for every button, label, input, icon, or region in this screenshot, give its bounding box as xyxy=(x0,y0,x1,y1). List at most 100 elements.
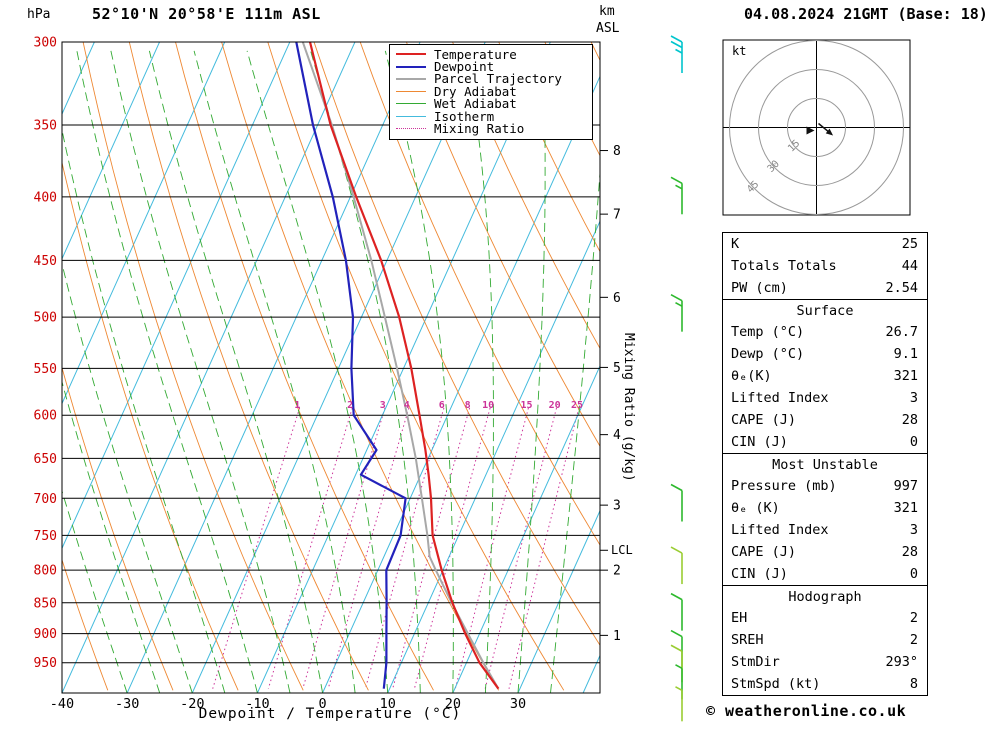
pressure-tick-label: 500 xyxy=(34,311,57,326)
legend-line-sample xyxy=(396,53,426,56)
mixing-ratio-axis-label: Mixing Ratio (g/kg) xyxy=(621,333,636,482)
table-row: Temp (°C) 26.7 xyxy=(723,321,927,343)
wet-adiabat-line xyxy=(62,261,193,693)
wet-adiabat-line xyxy=(62,489,128,693)
temp-tick-label: -40 xyxy=(50,696,74,712)
dry-adiabat-line xyxy=(405,42,600,448)
legend-item: Dry Adiabat xyxy=(396,83,586,99)
mixing-ratio-label: 8 xyxy=(465,400,471,411)
stat-value: 28 xyxy=(901,411,918,428)
wind-barb xyxy=(670,592,683,631)
mixing-ratio-label: 10 xyxy=(482,400,494,411)
legend-item: Parcel Trajectory xyxy=(396,71,586,86)
pressure-tick-label: 450 xyxy=(34,254,57,269)
stat-label: Temp (°C) xyxy=(731,323,805,340)
storm-motion-marker xyxy=(806,126,815,135)
wind-barb xyxy=(670,293,683,332)
wind-barb xyxy=(670,176,683,215)
stat-label: Lifted Index xyxy=(731,389,829,406)
mixing-ratio-label: 6 xyxy=(439,400,445,411)
dry-adiabat-line xyxy=(128,42,369,691)
stat-label: Pressure (mb) xyxy=(731,477,837,494)
legend-item: Mixing Ratio xyxy=(396,121,586,136)
stat-value: 321 xyxy=(893,499,918,516)
isotherm-line xyxy=(387,220,600,693)
table-row: Lifted Index 3 xyxy=(723,519,927,541)
isotherm-line xyxy=(62,42,160,260)
table-section-header: Hodograph xyxy=(788,589,862,605)
table-row: θₑ(K) 321 xyxy=(723,365,927,387)
legend-label: Temperature xyxy=(434,46,517,62)
wind-barb xyxy=(670,644,683,683)
pressure-tick-label: 550 xyxy=(34,362,57,377)
temp-tick-label: 10 xyxy=(380,696,396,712)
table-row: StmDir 293° xyxy=(723,651,927,673)
legend-line-sample xyxy=(396,77,426,80)
mixing-ratio-line xyxy=(508,407,580,689)
table-section-header: Surface xyxy=(796,303,854,319)
table-row: StmSpd (kt) 8 xyxy=(723,673,927,695)
stat-value: 2 xyxy=(909,609,918,626)
stat-label: θₑ (K) xyxy=(731,499,780,516)
isotherm-line xyxy=(62,42,291,550)
stats-table-section: Hodograph EH 2 SREH 2 StmDir 293° StmSpd (kt) 8 xyxy=(722,585,928,696)
stat-value: 321 xyxy=(893,367,918,384)
legend-label: Wet Adiabat xyxy=(434,96,517,112)
stats-table-section: Most Unstable Pressure (mb) 997 θₑ (K) 321 Li… xyxy=(722,453,928,586)
legend-item: Dewpoint xyxy=(396,59,586,75)
stats-table-section: Surface Temp (°C) 26.7 Dewp (°C) 9.1 θₑ(K) 321… xyxy=(722,299,928,454)
wind-barb xyxy=(675,664,683,700)
table-row: Dewp (°C) 9.1 xyxy=(723,343,927,365)
pressure-tick-label: 850 xyxy=(34,596,57,611)
skewt-field xyxy=(62,42,600,693)
dry-adiabat-line xyxy=(498,42,600,253)
wet-adiabat-line xyxy=(246,50,389,693)
temp-tick-label: -10 xyxy=(245,696,269,712)
wet-adiabat-line xyxy=(110,50,291,693)
legend-line-sample xyxy=(396,103,426,105)
isotherm-line xyxy=(62,42,356,693)
stat-value: 2 xyxy=(909,631,918,648)
mixing-ratio-label: 25 xyxy=(571,400,583,411)
temp-tick-label: 20 xyxy=(445,696,461,712)
legend-label: Dry Adiabat xyxy=(434,83,517,99)
stat-label: StmDir xyxy=(731,653,780,670)
mixing-ratio-label: 20 xyxy=(549,400,561,411)
mixing-ratio-label: 1 xyxy=(294,400,300,411)
legend-label: Dewpoint xyxy=(434,59,495,75)
legend-line-sample xyxy=(396,90,426,92)
stat-value: 25 xyxy=(901,235,918,252)
wet-adiabat-line xyxy=(62,128,226,693)
pressure-tick-label: 300 xyxy=(34,36,57,51)
mixing-ratio-label: 3 xyxy=(380,400,386,411)
stat-value: 9.1 xyxy=(893,345,918,362)
wind-barb xyxy=(670,35,683,73)
mixing-ratio-label: 15 xyxy=(520,400,532,411)
table-row: EH 2 xyxy=(723,607,927,629)
legend-line-sample xyxy=(396,65,426,68)
temperature-axis-label: Dewpoint / Temperature (°C) xyxy=(198,706,462,722)
stat-value: 28 xyxy=(901,543,918,560)
temp-tick-label: -20 xyxy=(180,696,204,712)
mixing-ratio-line xyxy=(392,407,471,689)
km-axis-label: km xyxy=(599,4,615,19)
stat-value: 0 xyxy=(909,565,918,582)
legend-line-sample xyxy=(396,128,426,130)
dry-adiabat-line xyxy=(62,558,109,691)
dry-adiabat-line xyxy=(62,160,239,691)
stat-label: Totals Totals xyxy=(731,257,837,274)
mixing-ratio-line xyxy=(364,407,445,689)
hodograph-unit-label: kt xyxy=(732,44,746,58)
mixing-ratio-line xyxy=(212,407,301,689)
pressure-tick-label: 700 xyxy=(34,492,57,507)
stat-value: 3 xyxy=(909,521,918,538)
wet-adiabat-line xyxy=(384,50,454,693)
copyright: © weatheronline.co.uk xyxy=(706,702,907,720)
stat-label: θₑ(K) xyxy=(731,367,772,384)
wet-adiabat-line xyxy=(465,50,494,693)
isotherm-line xyxy=(191,42,486,693)
pressure-tick-label: 750 xyxy=(34,529,57,544)
pressure-tick-label: 650 xyxy=(34,452,57,467)
km-tick-label: 8 xyxy=(613,144,621,159)
